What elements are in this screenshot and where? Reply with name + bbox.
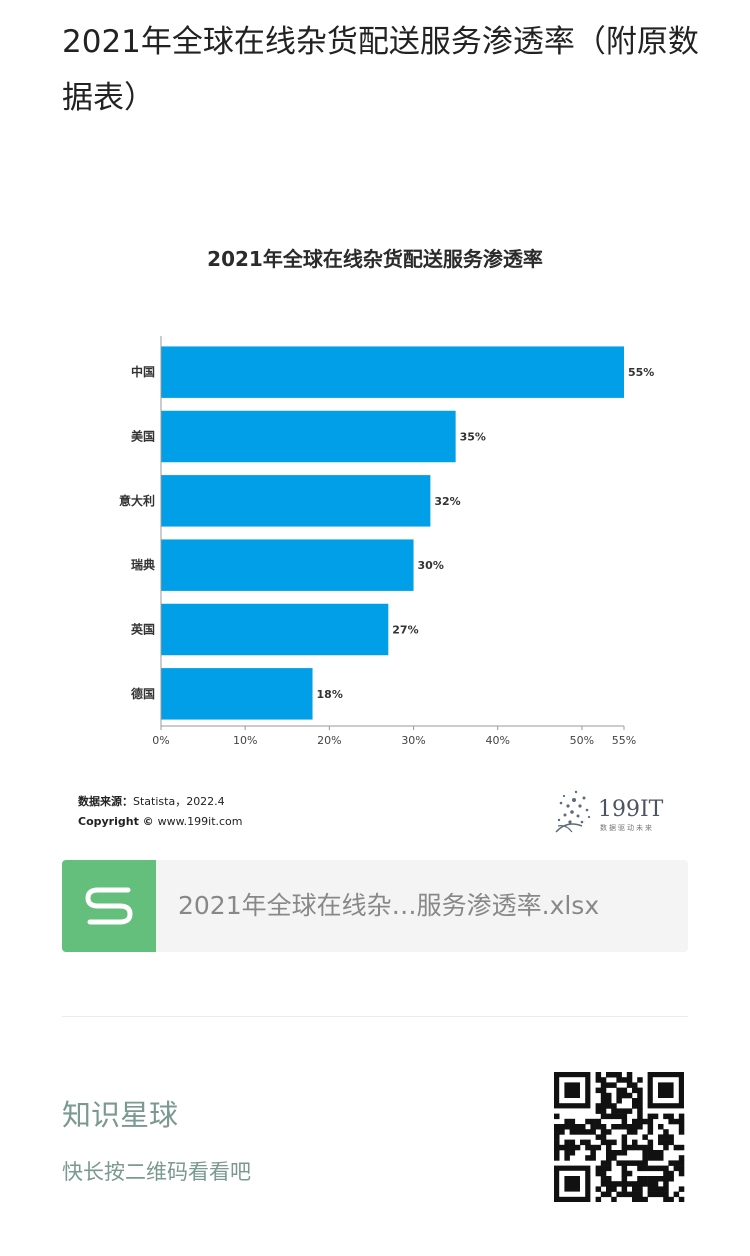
x-tick-label: 30% (401, 734, 425, 747)
category-label: 瑞典 (131, 557, 155, 572)
logo-tagline: 数据驱动未来 (600, 823, 654, 832)
199it-logo: 199IT 数据驱动未来 (555, 790, 664, 833)
value-label: 55% (628, 366, 654, 379)
attachment-card[interactable]: 2021年全球在线杂…服务渗透率.xlsx (62, 860, 688, 952)
value-label: 32% (434, 495, 460, 508)
x-tick-label: 50% (570, 734, 594, 747)
category-label: 英国 (131, 622, 155, 637)
bar (161, 475, 431, 527)
x-tick-label: 20% (317, 734, 341, 747)
copyright-text: www.199it.com (158, 815, 243, 828)
bar (161, 668, 313, 720)
category-label: 德国 (131, 686, 155, 701)
copyright-line: Copyright © www.199it.com (78, 815, 243, 828)
chart-image: 2021年全球在线杂货配送服务渗透率 中国 55% 美国 35% 意大利 32% 瑞典 30%… (62, 220, 688, 850)
category-label: 意大利 (119, 493, 155, 508)
logo-text: 199IT (598, 797, 664, 822)
value-label: 18% (317, 688, 343, 701)
dandelion-icon (555, 790, 591, 833)
source-line: 数据来源：Statista，2022.4 (78, 794, 225, 808)
value-label: 35% (460, 431, 486, 444)
source-label: 数据来源： (78, 794, 133, 808)
qr-code-icon[interactable] (552, 1072, 686, 1202)
bar (161, 346, 624, 398)
value-label: 30% (418, 559, 444, 572)
copyright-label: Copyright © (78, 815, 154, 828)
planet-subtitle: 快长按二维码看看吧 (62, 1160, 251, 1184)
value-label: 27% (392, 624, 418, 637)
file-name: 2021年全球在线杂…服务渗透率.xlsx (178, 891, 600, 920)
bar (161, 410, 456, 463)
bar-chart: 2021年全球在线杂货配送服务渗透率 中国 55% 美国 35% 意大利 32% 瑞典 30%… (78, 247, 664, 833)
bar (161, 603, 389, 656)
category-label: 美国 (131, 429, 155, 444)
bar (161, 539, 414, 591)
x-tick-label: 10% (233, 734, 257, 747)
x-tick-label: 55% (612, 734, 636, 747)
category-label: 中国 (131, 364, 155, 379)
source-text: Statista，2022.4 (133, 795, 225, 808)
x-tick-label: 0% (152, 734, 169, 747)
spreadsheet-s-icon (62, 860, 156, 952)
chart-title: 2021年全球在线杂货配送服务渗透率 (207, 247, 543, 271)
planet-title: 知识星球 (62, 1098, 179, 1132)
page-title: 2021年全球在线杂货配送服务渗透率（附原数据表） (62, 24, 699, 116)
divider (62, 1016, 688, 1017)
x-tick-label: 40% (486, 734, 510, 747)
